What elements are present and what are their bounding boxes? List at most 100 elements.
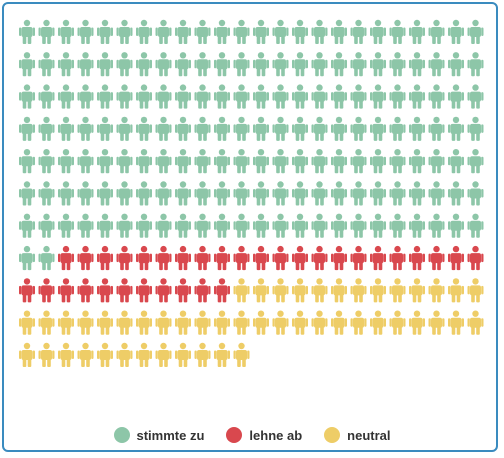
person-icon-stimmte-zu (116, 116, 133, 141)
person-icon-neutral (272, 278, 289, 303)
person-icon-lehne-ab (19, 278, 35, 303)
person-icon-stimmte-zu (19, 149, 35, 174)
person-icon-stimmte-zu (194, 213, 211, 238)
person-icon-neutral (448, 278, 464, 303)
person-icon-lehne-ab (311, 245, 328, 271)
person-icon-stimmte-zu (155, 84, 172, 109)
person-icon-lehne-ab (58, 278, 74, 303)
person-icon-stimmte-zu (272, 213, 289, 238)
person-icon-stimmte-zu (97, 149, 113, 174)
person-icon-stimmte-zu (370, 84, 386, 109)
person-icon-stimmte-zu (19, 116, 35, 141)
person-icon-stimmte-zu (448, 116, 464, 141)
person-icon-lehne-ab (350, 245, 367, 271)
person-icon-stimmte-zu (350, 149, 367, 174)
person-icon-stimmte-zu (19, 213, 35, 238)
person-icon-stimmte-zu (389, 52, 406, 77)
person-icon-stimmte-zu (136, 84, 152, 109)
person-icon-neutral (233, 342, 250, 367)
person-icon-stimmte-zu (253, 116, 269, 141)
person-icon-stimmte-zu (77, 149, 94, 174)
person-icon-neutral (155, 310, 172, 335)
person-icon-stimmte-zu (467, 181, 484, 206)
person-icon-neutral (428, 310, 445, 335)
person-icon-stimmte-zu (175, 52, 191, 77)
person-icon-stimmte-zu (194, 52, 211, 77)
person-icon-stimmte-zu (467, 149, 484, 174)
person-icon-neutral (58, 342, 74, 367)
person-icon-stimmte-zu (116, 84, 133, 109)
person-icon-stimmte-zu (38, 245, 55, 271)
person-icon-lehne-ab (58, 245, 74, 271)
person-icon-stimmte-zu (58, 213, 74, 238)
person-icon-lehne-ab (77, 245, 94, 271)
person-icon-stimmte-zu (331, 116, 347, 141)
person-icon-neutral (194, 342, 211, 367)
person-icon-stimmte-zu (331, 149, 347, 174)
person-icon-stimmte-zu (97, 116, 113, 141)
person-icon-stimmte-zu (214, 181, 230, 206)
person-icon-stimmte-zu (77, 84, 94, 109)
person-icon-stimmte-zu (467, 116, 484, 141)
person-icon-stimmte-zu (97, 181, 113, 206)
person-icon-stimmte-zu (331, 181, 347, 206)
person-icon-stimmte-zu (194, 116, 211, 141)
person-icon-stimmte-zu (370, 19, 386, 44)
person-icon-neutral (253, 310, 269, 335)
person-icon-neutral (389, 310, 406, 335)
person-icon-stimmte-zu (58, 181, 74, 206)
person-icon-lehne-ab (38, 278, 55, 303)
person-icon-stimmte-zu (467, 213, 484, 238)
person-icon-stimmte-zu (136, 213, 152, 238)
person-icon-neutral (175, 342, 191, 367)
person-icon-stimmte-zu (272, 52, 289, 77)
person-icon-stimmte-zu (116, 213, 133, 238)
person-icon-stimmte-zu (253, 149, 269, 174)
person-icon-lehne-ab (448, 245, 464, 271)
person-icon-stimmte-zu (428, 213, 445, 238)
person-icon-stimmte-zu (38, 84, 55, 109)
person-icon-neutral (331, 310, 347, 335)
person-icon-lehne-ab (214, 245, 230, 271)
person-icon-stimmte-zu (409, 84, 425, 109)
person-icon-stimmte-zu (467, 52, 484, 77)
person-icon-stimmte-zu (77, 52, 94, 77)
person-icon-stimmte-zu (233, 19, 250, 44)
person-icon-stimmte-zu (311, 149, 328, 174)
person-icon-stimmte-zu (77, 181, 94, 206)
person-icon-stimmte-zu (428, 116, 445, 141)
person-icon-lehne-ab (116, 245, 133, 271)
person-icon-neutral (58, 310, 74, 335)
person-icon-neutral (136, 310, 152, 335)
legend-swatch-neutral (324, 427, 341, 443)
legend-item-neutral: neutral (324, 427, 391, 443)
person-icon-stimmte-zu (233, 181, 250, 206)
person-icon-stimmte-zu (311, 52, 328, 77)
person-icon-lehne-ab (116, 278, 133, 303)
person-icon-stimmte-zu (370, 149, 386, 174)
person-icon-lehne-ab (136, 278, 152, 303)
person-icon-stimmte-zu (272, 19, 289, 44)
person-icon-stimmte-zu (389, 213, 406, 238)
person-icon-stimmte-zu (194, 19, 211, 44)
person-icon-neutral (350, 310, 367, 335)
person-icon-neutral (448, 310, 464, 335)
person-icon-stimmte-zu (331, 52, 347, 77)
person-icon-stimmte-zu (214, 19, 230, 44)
person-icon-stimmte-zu (331, 19, 347, 44)
person-icon-lehne-ab (292, 245, 308, 271)
person-icon-stimmte-zu (370, 116, 386, 141)
person-icon-stimmte-zu (409, 149, 425, 174)
person-icon-neutral (77, 342, 94, 367)
person-icon-stimmte-zu (272, 181, 289, 206)
person-icon-neutral (233, 278, 250, 303)
person-icon-stimmte-zu (214, 149, 230, 174)
person-icon-stimmte-zu (116, 19, 133, 44)
person-icon-stimmte-zu (233, 84, 250, 109)
person-icon-lehne-ab (155, 245, 172, 271)
person-icon-stimmte-zu (155, 181, 172, 206)
person-icon-stimmte-zu (331, 84, 347, 109)
person-icon-neutral (292, 278, 308, 303)
person-icon-stimmte-zu (370, 181, 386, 206)
person-icon-neutral (194, 310, 211, 335)
